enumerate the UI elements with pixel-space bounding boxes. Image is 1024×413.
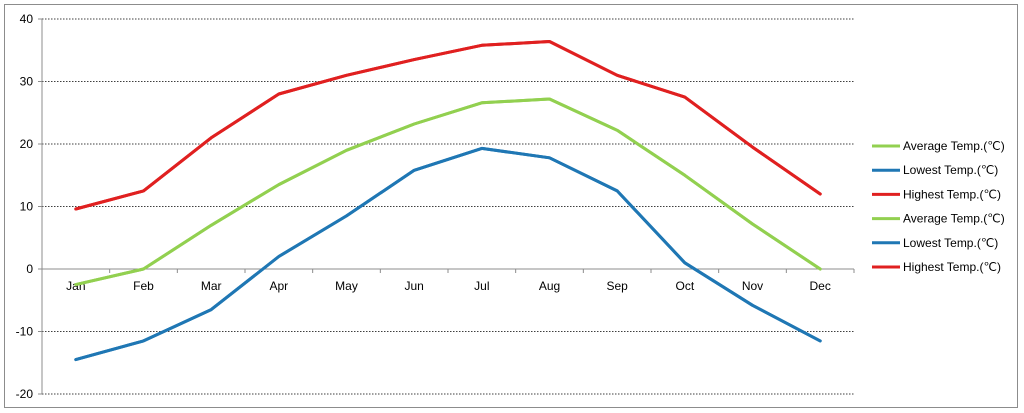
gridlines [42,18,854,395]
x-tick-label: Feb [133,279,154,293]
y-tick-label: 30 [20,75,34,89]
data-series [74,40,822,362]
y-tick-label: -20 [16,387,34,401]
y-tick-label: 10 [20,200,34,214]
y-tick-label: 20 [20,137,34,151]
x-tick-label: Jul [474,279,489,293]
x-tick-label: Aug [539,279,560,293]
chart-frame [4,4,1018,408]
y-tick-label: -10 [16,325,34,339]
legend-label: Lowest Temp.(℃) [903,163,998,177]
x-tick-label: Apr [269,279,288,293]
legend-label: Average Temp.(℃) [903,139,1005,153]
x-tick-label: Sep [606,279,628,293]
legend-label: Highest Temp.(℃) [903,260,1001,274]
x-tick-label: Dec [809,279,830,293]
y-axis-tick-labels: -20 -10 0 10 20 30 40 [16,12,34,401]
legend-label: Average Temp.(℃) [903,212,1005,226]
x-tick-label: May [335,279,358,293]
legend: Average Temp.(℃) Lowest Temp.(℃) Highest T… [872,139,1005,274]
series-line-2 [74,40,822,211]
series-line-4 [74,146,822,362]
x-tick-label: Mar [201,279,222,293]
y-tick-label: 40 [20,12,34,26]
axes [38,18,855,395]
y-tick-label: 0 [26,262,33,276]
series-line-1 [74,146,822,362]
x-tick-label: Oct [675,279,694,293]
x-tick-label: Nov [742,279,763,293]
x-tick-label: Jun [404,279,423,293]
legend-label: Highest Temp.(℃) [903,187,1001,201]
series-line-3 [74,97,822,287]
series-line-5 [74,40,822,211]
x-axis-tick-labels: Jan Feb Mar Apr May Jun Jul Aug Sep Oct Nov Dec [66,279,831,293]
legend-label: Lowest Temp.(℃) [903,236,998,250]
